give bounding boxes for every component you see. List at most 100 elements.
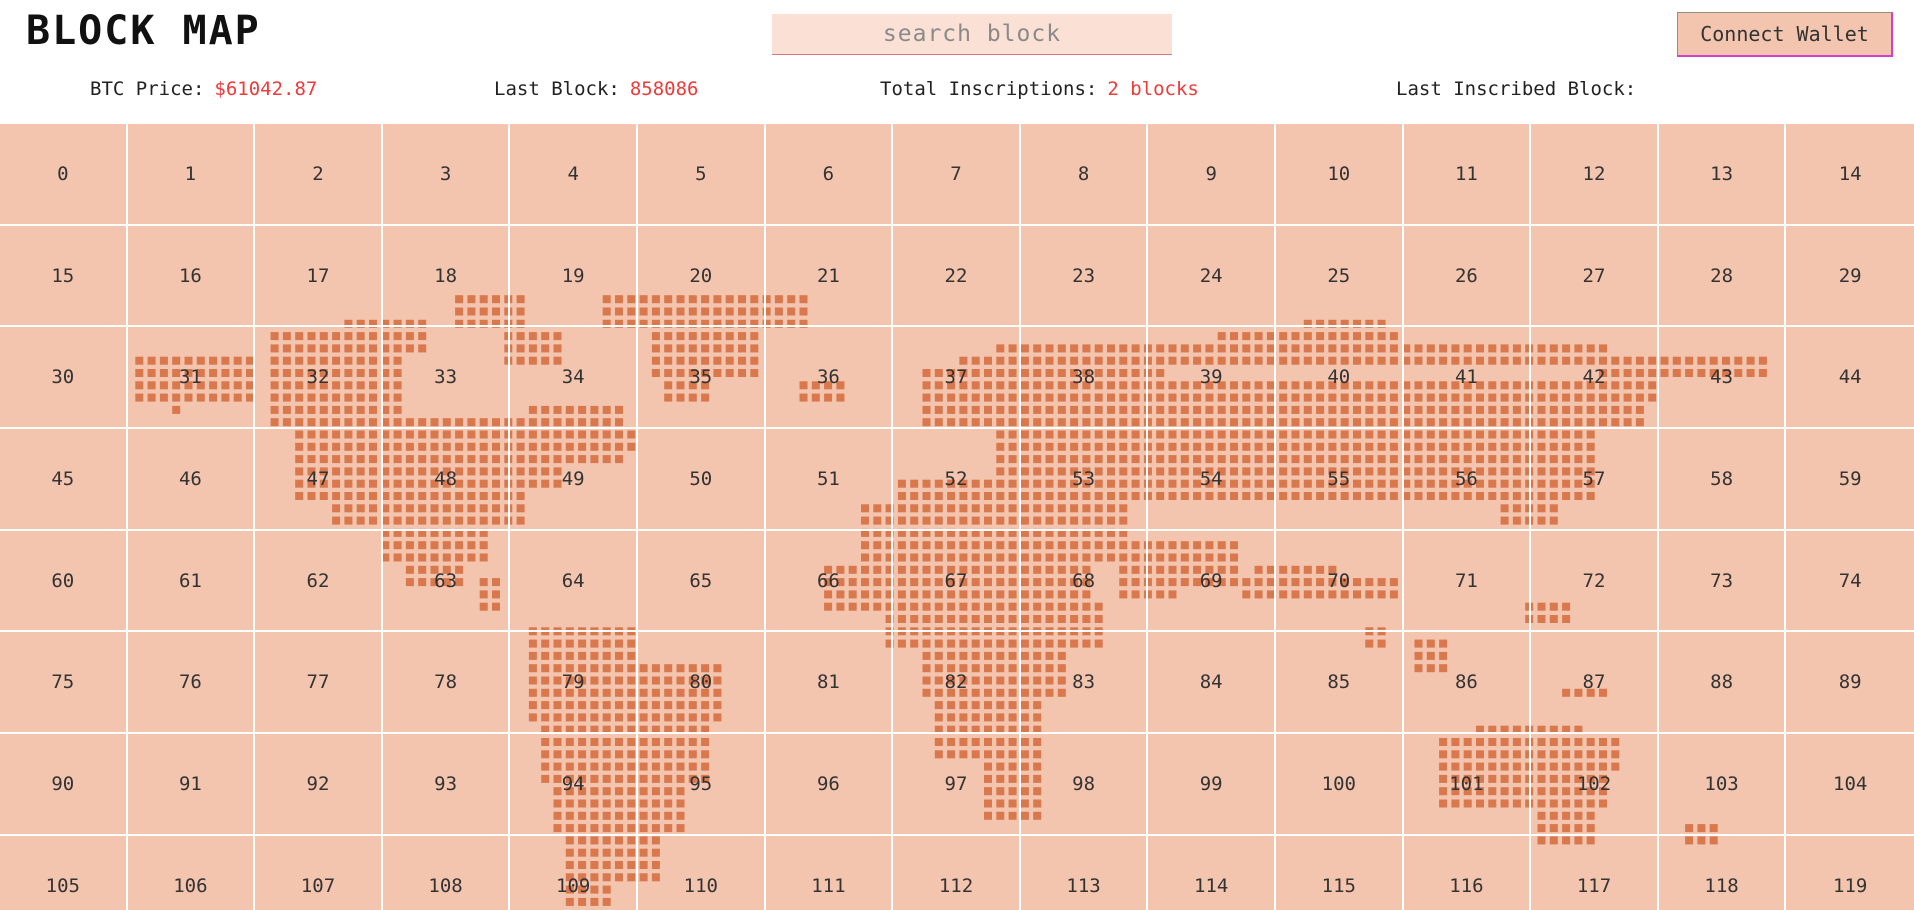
block-cell[interactable]: 78 bbox=[382, 632, 511, 735]
block-cell[interactable]: 33 bbox=[382, 327, 511, 430]
block-cell[interactable]: 66 bbox=[765, 530, 894, 633]
block-cell[interactable]: 20 bbox=[637, 225, 766, 328]
block-cell[interactable]: 117 bbox=[1531, 835, 1659, 910]
block-cell[interactable]: 0 bbox=[0, 124, 128, 226]
block-cell[interactable]: 32 bbox=[255, 327, 383, 430]
block-cell[interactable]: 56 bbox=[1403, 429, 1532, 531]
block-cell[interactable]: 108 bbox=[383, 835, 511, 910]
block-cell[interactable]: 23 bbox=[1020, 225, 1149, 328]
block-cell[interactable]: 70 bbox=[1275, 530, 1404, 633]
block-cell[interactable]: 91 bbox=[127, 734, 256, 836]
block-cell[interactable]: 89 bbox=[1786, 632, 1914, 735]
block-cell[interactable]: 48 bbox=[382, 429, 511, 531]
block-cell[interactable]: 86 bbox=[1403, 632, 1532, 735]
block-cell[interactable]: 52 bbox=[893, 429, 1021, 531]
block-cell[interactable]: 103 bbox=[1658, 734, 1787, 836]
block-cell[interactable]: 17 bbox=[255, 225, 383, 328]
block-cell[interactable]: 71 bbox=[1403, 530, 1532, 633]
block-cell[interactable]: 19 bbox=[510, 225, 638, 328]
block-cell[interactable]: 54 bbox=[1148, 429, 1276, 531]
block-cell[interactable]: 92 bbox=[255, 734, 383, 836]
block-cell[interactable]: 73 bbox=[1658, 530, 1787, 633]
block-cell[interactable]: 38 bbox=[1020, 327, 1149, 430]
block-cell[interactable]: 98 bbox=[1020, 734, 1149, 836]
block-cell[interactable]: 13 bbox=[1658, 124, 1787, 226]
block-cell[interactable]: 104 bbox=[1786, 734, 1914, 836]
block-cell[interactable]: 5 bbox=[637, 124, 766, 226]
block-cell[interactable]: 67 bbox=[893, 530, 1021, 633]
block-cell[interactable]: 110 bbox=[638, 835, 766, 910]
block-cell[interactable]: 47 bbox=[255, 429, 383, 531]
block-cell[interactable]: 83 bbox=[1020, 632, 1149, 735]
block-cell[interactable]: 95 bbox=[637, 734, 766, 836]
block-cell[interactable]: 31 bbox=[127, 327, 256, 430]
block-cell[interactable]: 101 bbox=[1403, 734, 1532, 836]
block-cell[interactable]: 59 bbox=[1786, 429, 1914, 531]
block-cell[interactable]: 51 bbox=[765, 429, 894, 531]
block-cell[interactable]: 43 bbox=[1658, 327, 1787, 430]
block-cell[interactable]: 69 bbox=[1148, 530, 1276, 633]
block-cell[interactable]: 87 bbox=[1531, 632, 1659, 735]
block-cell[interactable]: 61 bbox=[127, 530, 256, 633]
block-cell[interactable]: 115 bbox=[1276, 835, 1404, 910]
block-cell[interactable]: 11 bbox=[1403, 124, 1532, 226]
block-cell[interactable]: 2 bbox=[255, 124, 383, 226]
block-cell[interactable]: 112 bbox=[893, 835, 1021, 910]
block-cell[interactable]: 6 bbox=[765, 124, 894, 226]
block-cell[interactable]: 100 bbox=[1275, 734, 1404, 836]
block-cell[interactable]: 50 bbox=[637, 429, 766, 531]
block-cell[interactable]: 16 bbox=[127, 225, 256, 328]
block-cell[interactable]: 4 bbox=[510, 124, 638, 226]
block-cell[interactable]: 41 bbox=[1403, 327, 1532, 430]
block-cell[interactable]: 37 bbox=[893, 327, 1021, 430]
block-cell[interactable]: 105 bbox=[0, 835, 128, 910]
block-cell[interactable]: 8 bbox=[1020, 124, 1149, 226]
block-cell[interactable]: 40 bbox=[1275, 327, 1404, 430]
block-cell[interactable]: 30 bbox=[0, 327, 128, 430]
block-cell[interactable]: 68 bbox=[1020, 530, 1149, 633]
block-cell[interactable]: 45 bbox=[0, 429, 128, 531]
block-cell[interactable]: 10 bbox=[1275, 124, 1404, 226]
block-cell[interactable]: 15 bbox=[0, 225, 128, 328]
block-cell[interactable]: 26 bbox=[1403, 225, 1532, 328]
block-cell[interactable]: 118 bbox=[1659, 835, 1787, 910]
block-cell[interactable]: 27 bbox=[1531, 225, 1659, 328]
block-cell[interactable]: 25 bbox=[1275, 225, 1404, 328]
block-cell[interactable]: 75 bbox=[0, 632, 128, 735]
block-cell[interactable]: 119 bbox=[1786, 836, 1914, 910]
block-cell[interactable]: 72 bbox=[1531, 530, 1659, 633]
block-cell[interactable]: 62 bbox=[255, 530, 383, 633]
block-cell[interactable]: 111 bbox=[766, 835, 894, 910]
block-cell[interactable]: 80 bbox=[637, 632, 766, 735]
block-cell[interactable]: 14 bbox=[1786, 124, 1914, 226]
block-cell[interactable]: 81 bbox=[765, 632, 894, 735]
block-cell[interactable]: 84 bbox=[1148, 632, 1276, 735]
block-cell[interactable]: 36 bbox=[765, 327, 894, 430]
block-cell[interactable]: 21 bbox=[765, 225, 894, 328]
block-cell[interactable]: 114 bbox=[1148, 835, 1276, 910]
block-cell[interactable]: 46 bbox=[127, 429, 256, 531]
block-cell[interactable]: 82 bbox=[893, 632, 1021, 735]
block-cell[interactable]: 57 bbox=[1531, 429, 1659, 531]
block-cell[interactable]: 93 bbox=[382, 734, 511, 836]
block-cell[interactable]: 3 bbox=[382, 124, 511, 226]
block-cell[interactable]: 35 bbox=[637, 327, 766, 430]
block-cell[interactable]: 49 bbox=[510, 429, 638, 531]
block-cell[interactable]: 12 bbox=[1531, 124, 1659, 226]
block-cell[interactable]: 107 bbox=[255, 835, 383, 910]
block-cell[interactable]: 109 bbox=[510, 835, 638, 910]
search-input[interactable] bbox=[772, 14, 1172, 55]
block-cell[interactable]: 9 bbox=[1148, 124, 1276, 226]
block-cell[interactable]: 28 bbox=[1658, 225, 1787, 328]
block-cell[interactable]: 65 bbox=[637, 530, 766, 633]
block-cell[interactable]: 18 bbox=[382, 225, 511, 328]
block-cell[interactable]: 24 bbox=[1148, 225, 1276, 328]
block-cell[interactable]: 102 bbox=[1531, 734, 1659, 836]
block-cell[interactable]: 55 bbox=[1275, 429, 1404, 531]
block-cell[interactable]: 34 bbox=[510, 327, 638, 430]
block-cell[interactable]: 106 bbox=[128, 835, 256, 910]
block-cell[interactable]: 76 bbox=[127, 632, 256, 735]
block-cell[interactable]: 64 bbox=[510, 530, 638, 633]
block-cell[interactable]: 94 bbox=[510, 734, 638, 836]
block-cell[interactable]: 60 bbox=[0, 530, 128, 633]
